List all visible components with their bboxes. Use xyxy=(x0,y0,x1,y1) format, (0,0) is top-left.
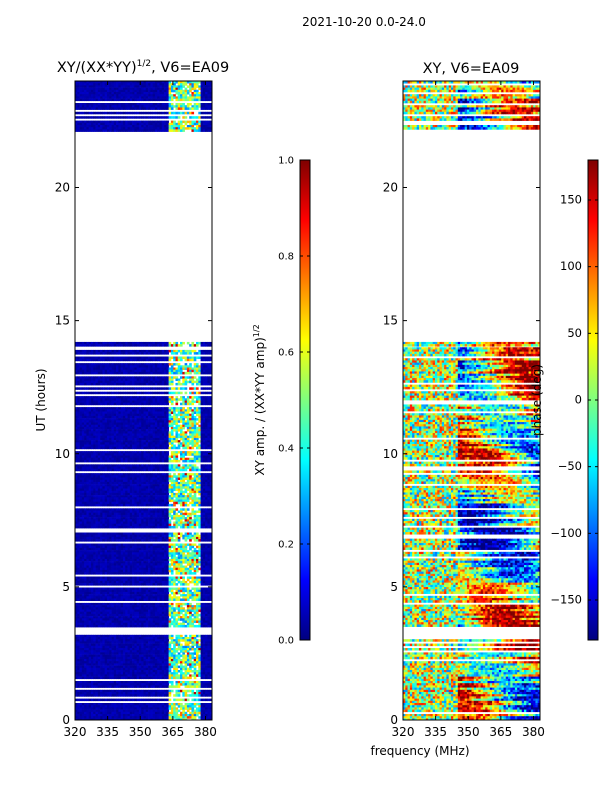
y-tick-label: 0 xyxy=(62,713,70,727)
colorbar-tick-label: 1.0 xyxy=(278,156,294,167)
amplitude-colorbar-label: XY amp. / (XX*YY amp)1/2 xyxy=(252,324,267,475)
colorbar-tick-label: −50 xyxy=(558,459,582,473)
y-axis-label: UT (hours) xyxy=(34,368,48,431)
phase-ticks: 320 335 350 365 380 0 5 10 15 20 xyxy=(383,81,545,739)
y-tick-label: 20 xyxy=(383,181,398,195)
phase-axes-frame xyxy=(402,80,541,721)
phase-colorbar-ticks: −150 −100 −50 0 50 100 150 xyxy=(550,193,598,607)
y-tick-label: 15 xyxy=(55,314,70,328)
x-tick-label: 365 xyxy=(489,725,512,739)
colorbar-tick-label: −100 xyxy=(550,526,582,540)
phase-colorbar-label: phase (deg) xyxy=(530,364,544,436)
x-tick-label: 380 xyxy=(194,725,217,739)
phase-colorbar: −150 −100 −50 0 50 100 150 phase (deg) xyxy=(530,159,599,641)
y-tick-label: 10 xyxy=(383,447,398,461)
panel-amplitude: XY/(XX*YY)1/2, V6=EA09 320 335 350 365 380 0 5… xyxy=(34,59,229,739)
x-tick-label: 350 xyxy=(457,725,480,739)
panel-amplitude-title: XY/(XX*YY)1/2, V6=EA09 xyxy=(57,59,229,76)
colorbar-tick-label: 0 xyxy=(575,393,582,407)
amplitude-colorbar-bar xyxy=(299,159,311,641)
amplitude-axes-frame xyxy=(74,80,213,721)
y-tick-label: 15 xyxy=(383,314,398,328)
x-tick-label: 335 xyxy=(96,725,119,739)
y-tick-label: 0 xyxy=(390,713,398,727)
amplitude-heatmap xyxy=(75,81,212,720)
y-tick-label: 10 xyxy=(55,447,70,461)
x-tick-label: 380 xyxy=(522,725,545,739)
x-tick-label: 350 xyxy=(129,725,152,739)
amplitude-colorbar: 0.0 0.2 0.4 0.6 0.8 1.0 XY amp. / (XX*YY amp)… xyxy=(252,156,311,647)
amplitude-ticks: 320 335 350 365 380 0 5 10 15 20 xyxy=(55,81,217,739)
panel-phase-title: XY, V6=EA09 xyxy=(423,61,520,77)
amplitude-colorbar-ticks: 0.0 0.2 0.4 0.6 0.8 1.0 xyxy=(278,156,310,647)
y-tick-label: 20 xyxy=(55,181,70,195)
colorbar-tick-label: 150 xyxy=(560,193,582,207)
x-tick-label: 320 xyxy=(392,725,415,739)
x-tick-label: 335 xyxy=(424,725,447,739)
panel-phase: XY, V6=EA09 320 335 350 365 380 0 5 10 15 20 xyxy=(383,61,545,739)
x-tick-label: 320 xyxy=(64,725,87,739)
colorbar-tick-label: −150 xyxy=(550,593,582,607)
x-axis-label: frequency (MHz) xyxy=(370,744,469,758)
phase-heatmap xyxy=(403,81,540,720)
x-tick-label: 365 xyxy=(161,725,184,739)
colorbar-tick-label: 0.4 xyxy=(278,444,294,455)
y-tick-label: 5 xyxy=(62,580,70,594)
y-tick-label: 5 xyxy=(390,580,398,594)
colorbar-tick-label: 0.8 xyxy=(278,252,294,263)
colorbar-tick-label: 0.2 xyxy=(278,540,294,551)
suptitle: 2021-10-20 0.0-24.0 xyxy=(302,15,426,29)
colorbar-tick-label: 50 xyxy=(567,326,582,340)
colorbar-tick-label: 100 xyxy=(560,259,582,273)
colorbar-tick-label: 0.6 xyxy=(278,348,294,359)
colorbar-tick-label: 0.0 xyxy=(278,636,294,647)
